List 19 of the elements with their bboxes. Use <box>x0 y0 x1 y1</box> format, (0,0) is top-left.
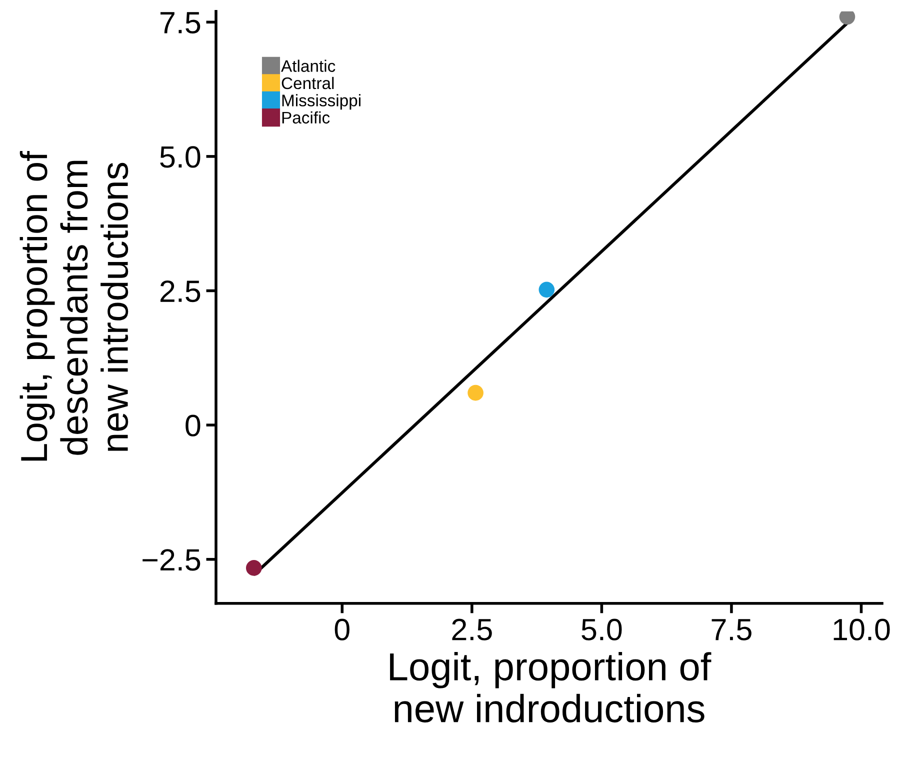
y-tick-label: 0 <box>186 414 200 436</box>
y-tick-label: 5.0 <box>160 146 200 168</box>
point <box>246 560 262 576</box>
legend-label: Pacific <box>282 111 330 124</box>
x-tick-label: 7.5 <box>712 619 752 640</box>
point <box>538 282 555 298</box>
y-axis-title: Logit, proportion of descendants from new introductions <box>20 150 128 461</box>
x-tick-label: 10.0 <box>834 618 890 640</box>
legend-label: Mississippi <box>282 94 360 110</box>
x-axis-title: Logit, proportion of new indroductions <box>390 652 712 722</box>
x-tick-label: 5.0 <box>582 618 622 640</box>
x-tick-label: 2.5 <box>452 618 492 640</box>
y-tick-label: 7.5 <box>160 12 200 34</box>
x-tick-label: 0 <box>334 618 350 640</box>
point <box>468 384 484 401</box>
legend-label: Atlantic <box>281 60 336 72</box>
legend-label: Central <box>282 76 334 90</box>
y-tick-label: 2.5 <box>160 280 200 302</box>
y-tick-label: −2.5 <box>142 549 200 571</box>
